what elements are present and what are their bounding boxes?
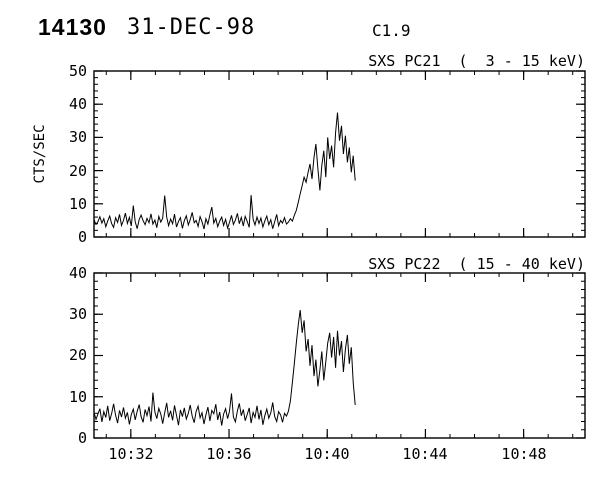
xtick-1048: 10:48 [501,445,547,463]
event-date: 31-DEC-98 [127,15,256,40]
plot2-ytick-0: 0 [77,429,87,447]
goes-class: C1.9 [372,21,411,40]
plot1-title: SXS PC21 ( 3 - 15 keV) [368,52,585,70]
plot-2 [93,272,586,439]
plot2-ytick-30: 30 [68,305,87,323]
plot1-ytick-30: 30 [68,128,87,146]
plot1-ytick-20: 20 [68,162,87,180]
xtick-1044: 10:44 [402,445,448,463]
lightcurve-trace-2 [93,310,356,426]
plot2-ytick-10: 10 [68,388,87,406]
plot2-ytick-20: 20 [68,346,87,364]
plot1-ytick-0: 0 [77,228,87,246]
plot2-title: SXS PC22 ( 15 - 40 keV) [368,255,585,273]
plot1-ytick-50: 50 [68,62,87,80]
lightcurve-trace-1 [93,112,356,230]
y-axis-title: CTS/SEC [32,124,48,184]
plot1-ytick-40: 40 [68,95,87,113]
xtick-1032: 10:32 [108,445,154,463]
plot2-ytick-40: 40 [68,264,87,282]
event-number: 14130 [38,14,107,40]
plot-1 [93,70,586,238]
xtick-1040: 10:40 [304,445,350,463]
plot1-ytick-10: 10 [68,195,87,213]
xtick-1036: 10:36 [206,445,252,463]
